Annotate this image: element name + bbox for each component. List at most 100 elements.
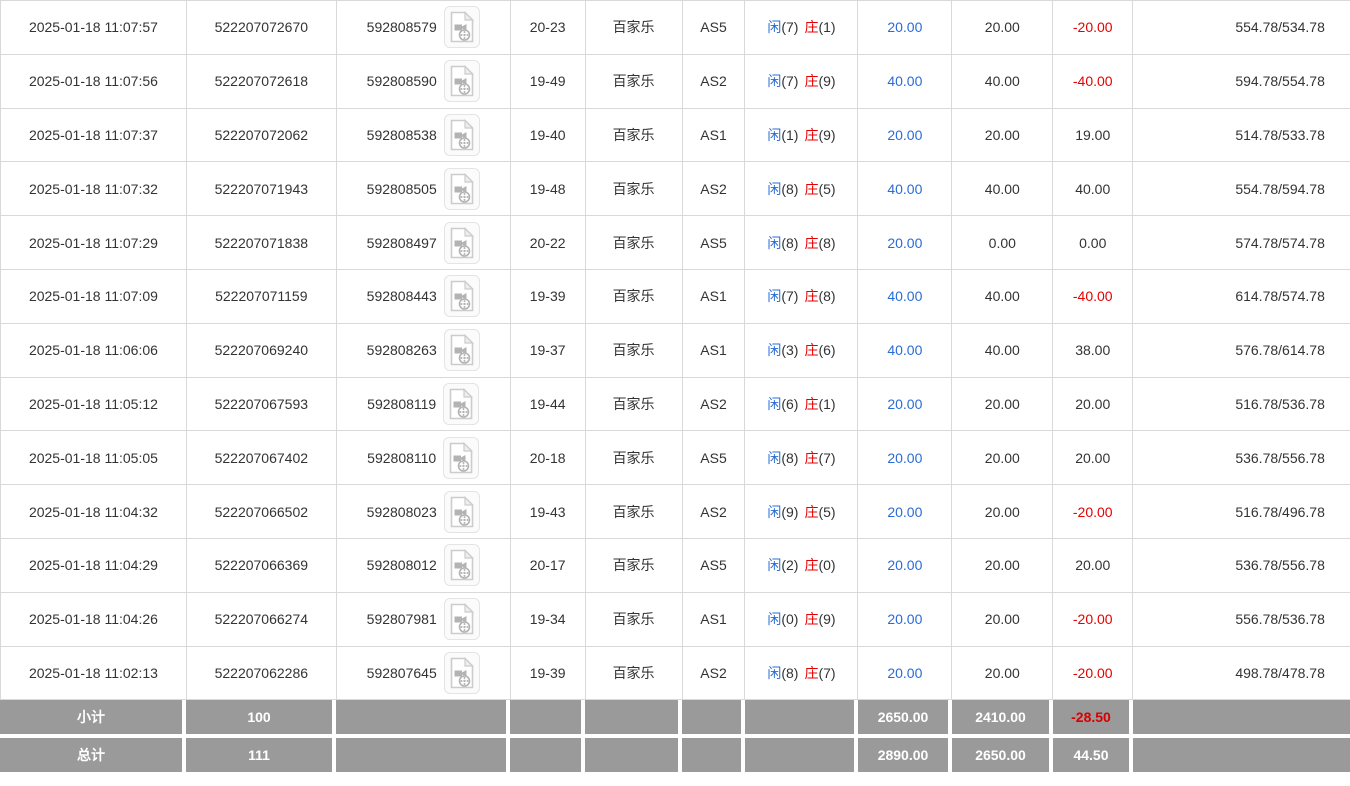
video-replay-button[interactable] (443, 329, 480, 372)
summary-valid-total: 2410.00 (952, 700, 1053, 735)
game-no-text: 592808012 (366, 557, 437, 574)
cell-game-type: 百家乐 (586, 54, 683, 108)
summary-bet-total: 2890.00 (858, 738, 952, 773)
video-replay-button[interactable] (443, 382, 480, 425)
game-no-text: 592807981 (366, 611, 437, 628)
cell-game-type: 百家乐 (586, 162, 683, 216)
cell-valid-amount: 20.00 (952, 377, 1054, 431)
game-no-text: 592808579 (366, 19, 437, 36)
summary-label: 总计 (0, 738, 186, 773)
banker-score: (7) (818, 664, 836, 681)
video-replay-button[interactable] (443, 490, 480, 533)
video-replay-button[interactable] (443, 436, 480, 479)
video-replay-button[interactable] (443, 598, 480, 641)
table-row: 2025-01-18 11:04:26 522207066274 5928079… (1, 592, 1350, 647)
table-summary: 小计 100 2650.00 2410.00 -28.50 总计 111 289… (0, 700, 1350, 773)
game-no-text: 592808263 (366, 342, 437, 359)
video-file-icon (450, 11, 474, 43)
video-file-icon (449, 388, 474, 420)
cell-game-type: 百家乐 (586, 646, 683, 700)
banker-score: (8) (818, 288, 836, 305)
summary-bet-total: 2650.00 (858, 700, 952, 735)
summary-empty-cell (682, 738, 745, 773)
summary-empty-cell (1133, 700, 1350, 735)
cell-game-type: 百家乐 (586, 1, 683, 54)
cell-result: 闲 (8) 庄 (7) (745, 431, 859, 485)
cell-game-type: 百家乐 (586, 592, 683, 646)
cell-valid-amount: 20.00 (952, 592, 1054, 646)
cell-result: 闲 (1) 庄 (9) (745, 108, 859, 162)
cell-game-no: 592808443 (337, 269, 511, 323)
video-file-icon (450, 280, 474, 312)
cell-time: 2025-01-18 11:07:09 (1, 269, 187, 323)
video-replay-button[interactable] (443, 544, 480, 587)
cell-balance: 536.78/556.78 (1133, 431, 1350, 484)
cell-valid-amount: 0.00 (952, 216, 1054, 269)
cell-valid-amount: 20.00 (952, 485, 1054, 538)
cell-order-no: 522207067402 (187, 431, 337, 485)
video-replay-button[interactable] (443, 651, 480, 694)
cell-bet-amount: 20.00 (858, 646, 953, 700)
video-replay-button[interactable] (443, 113, 480, 156)
cell-bet-amount: 20.00 (858, 1, 953, 54)
cell-order-no: 522207071943 (187, 162, 337, 216)
cell-balance: 498.78/478.78 (1133, 647, 1350, 700)
summary-count: 100 (186, 700, 336, 735)
table-row: 2025-01-18 11:04:32 522207066502 5928080… (1, 485, 1350, 539)
banker-score: (0) (818, 557, 836, 574)
player-score: (2) (781, 557, 799, 574)
cell-time: 2025-01-18 11:04:26 (1, 592, 187, 646)
banker-result-label: 庄 (804, 342, 819, 359)
cell-order-no: 522207062286 (187, 646, 337, 700)
summary-win-loss: 44.50 (1053, 738, 1133, 773)
cell-valid-amount: 40.00 (952, 162, 1054, 216)
summary-label: 小计 (0, 700, 186, 735)
cell-balance: 574.78/574.78 (1133, 216, 1350, 269)
table-row: 2025-01-18 11:05:12 522207067593 5928081… (1, 377, 1350, 432)
cell-valid-amount: 20.00 (952, 1, 1054, 54)
summary-empty-cell (585, 700, 682, 735)
cell-time: 2025-01-18 11:02:13 (1, 646, 187, 700)
video-file-icon (450, 334, 474, 366)
cell-game-no: 592808590 (337, 54, 511, 108)
banker-result-label: 庄 (804, 180, 819, 197)
video-file-icon (450, 226, 474, 258)
cell-bet-amount: 20.00 (858, 592, 953, 646)
cell-game-no: 592808263 (337, 323, 511, 377)
cell-game-no: 592807645 (337, 646, 511, 700)
cell-result: 闲 (8) 庄 (5) (745, 162, 859, 216)
cell-game-no: 592808023 (337, 485, 511, 538)
cell-result: 闲 (8) 庄 (8) (745, 216, 859, 269)
cell-win-loss: 38.00 (1053, 323, 1134, 377)
game-no-text: 592807645 (366, 664, 437, 681)
video-file-icon (450, 549, 474, 581)
player-result-label: 闲 (767, 395, 782, 412)
cell-round: 19-44 (511, 377, 586, 431)
video-replay-button[interactable] (443, 221, 480, 264)
summary-count: 111 (186, 738, 336, 773)
video-replay-button[interactable] (443, 6, 480, 49)
banker-score: (5) (818, 503, 836, 520)
cell-valid-amount: 40.00 (952, 54, 1054, 108)
cell-valid-amount: 20.00 (952, 646, 1054, 700)
cell-round: 20-17 (511, 538, 586, 592)
cell-win-loss: -40.00 (1053, 269, 1134, 323)
video-replay-button[interactable] (443, 167, 480, 210)
video-replay-button[interactable] (443, 275, 480, 318)
cell-time: 2025-01-18 11:07:56 (1, 54, 187, 108)
cell-order-no: 522207066369 (187, 538, 337, 592)
cell-round: 19-43 (511, 485, 586, 538)
cell-game-no: 592807981 (337, 592, 511, 646)
cell-game-no: 592808579 (337, 1, 511, 54)
table-row: 2025-01-18 11:02:13 522207062286 5928076… (1, 646, 1350, 701)
banker-result-label: 庄 (804, 395, 819, 412)
video-replay-button[interactable] (443, 60, 480, 103)
player-score: (1) (781, 126, 799, 143)
cell-table-seat: AS2 (683, 485, 746, 538)
player-score: (8) (781, 234, 799, 251)
cell-table-seat: AS1 (683, 592, 746, 646)
table-row: 2025-01-18 11:06:06 522207069240 5928082… (1, 323, 1350, 378)
cell-bet-amount: 20.00 (858, 431, 953, 485)
cell-win-loss: 19.00 (1053, 108, 1134, 162)
